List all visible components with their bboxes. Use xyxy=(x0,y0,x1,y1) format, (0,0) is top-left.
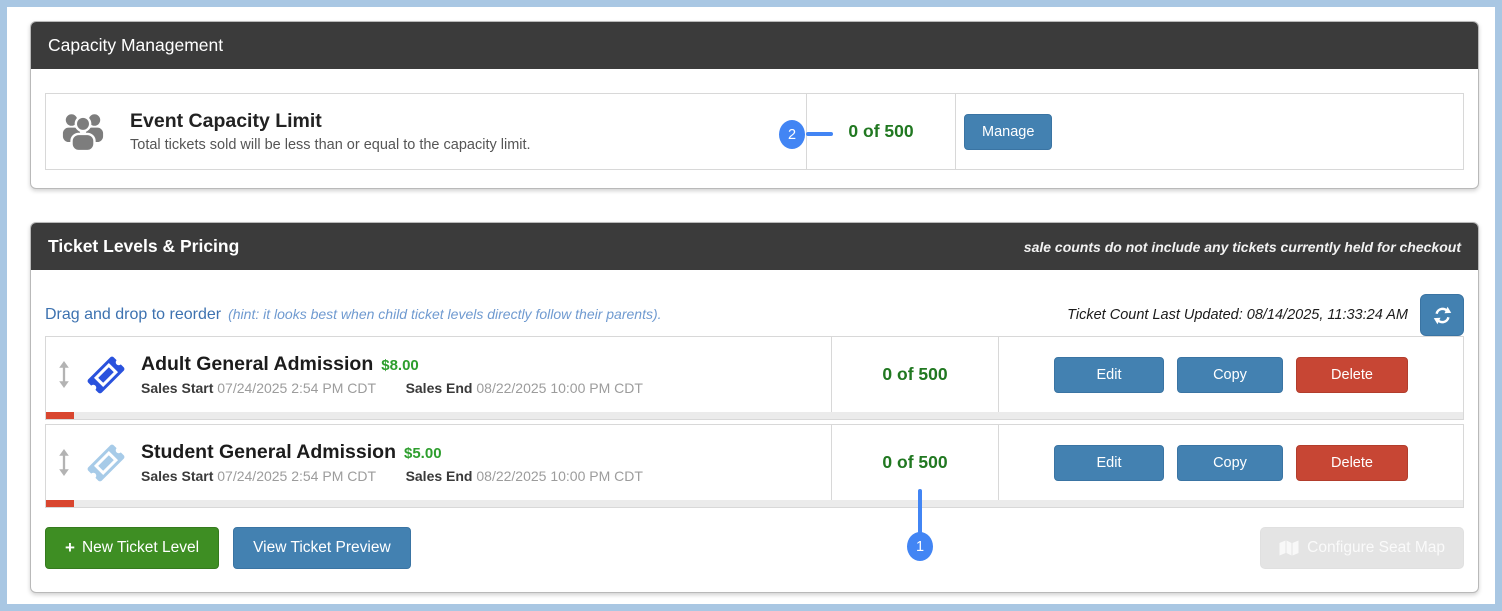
ticket-row-content: Adult General Admission $8.00 Sales Star… xyxy=(46,337,1463,412)
plus-icon: + xyxy=(65,538,75,557)
ticket-row-adult: Adult General Admission $8.00 Sales Star… xyxy=(45,336,1464,420)
annotation-marker-1: 1 xyxy=(907,532,933,561)
reorder-row: Drag and drop to reorder (hint: it looks… xyxy=(45,270,1464,336)
reorder-instructions: Drag and drop to reorder (hint: it looks… xyxy=(45,306,662,324)
ticket-row-content: Student General Admission $5.00 Sales St… xyxy=(46,425,1463,500)
event-capacity-info: Event Capacity Limit Total tickets sold … xyxy=(46,94,806,169)
sales-start-label: Sales Start xyxy=(141,380,214,396)
ticket-price: $5.00 xyxy=(404,445,442,462)
drag-handle-icon[interactable] xyxy=(58,449,70,476)
delete-button[interactable]: Delete xyxy=(1296,444,1408,481)
annotation-line-1 xyxy=(918,489,922,534)
copy-button[interactable]: Copy xyxy=(1177,356,1283,393)
sales-start-value: 07/24/2025 2:54 PM CDT xyxy=(217,468,376,484)
ticket-info-cell: Student General Admission $5.00 Sales St… xyxy=(46,425,831,500)
ticket-name: Adult General Admission xyxy=(141,353,374,375)
ticket-sales-dates: Sales Start 07/24/2025 2:54 PM CDT Sales… xyxy=(141,380,643,396)
tickets-footer-row: + New Ticket Level View Ticket Preview C… xyxy=(45,527,1464,569)
ticket-count-cell: 0 of 500 xyxy=(831,337,998,412)
ticket-actions-cell: Edit Copy Delete xyxy=(998,337,1463,412)
ticket-count: 0 of 500 xyxy=(882,364,948,384)
ticket-levels-title: Ticket Levels & Pricing xyxy=(48,236,240,256)
sales-start-label: Sales Start xyxy=(141,468,214,484)
view-ticket-preview-button[interactable]: View Ticket Preview xyxy=(233,527,411,569)
sale-counts-note: sale counts do not include any tickets c… xyxy=(1023,238,1461,255)
copy-button[interactable]: Copy xyxy=(1177,444,1283,481)
ticket-sales-progress-bar xyxy=(46,500,1463,507)
event-capacity-count-cell: 0 of 500 xyxy=(806,94,955,169)
event-capacity-text: Event Capacity Limit Total tickets sold … xyxy=(130,110,531,152)
event-capacity-actions: Manage xyxy=(955,94,1463,169)
ticket-icon xyxy=(87,356,125,393)
event-capacity-title: Event Capacity Limit xyxy=(130,110,322,133)
capacity-panel-title: Capacity Management xyxy=(48,35,224,55)
progress-fill xyxy=(46,412,74,419)
event-capacity-count: 0 of 500 xyxy=(848,121,914,141)
ticket-text: Adult General Admission $8.00 Sales Star… xyxy=(141,353,643,396)
ticket-levels-body: Drag and drop to reorder (hint: it looks… xyxy=(31,270,1478,569)
last-updated-text: Ticket Count Last Updated: 08/14/2025, 1… xyxy=(1067,307,1408,323)
annotation-line-2 xyxy=(806,132,833,136)
capacity-panel-body: Event Capacity Limit Total tickets sold … xyxy=(31,93,1478,170)
refresh-ticket-count-button[interactable] xyxy=(1420,294,1464,336)
ticket-actions-cell: Edit Copy Delete xyxy=(998,425,1463,500)
edit-button[interactable]: Edit xyxy=(1054,356,1164,393)
ticket-row-student: Student General Admission $5.00 Sales St… xyxy=(45,424,1464,508)
sales-start-value: 07/24/2025 2:54 PM CDT xyxy=(217,380,376,396)
annotation-marker-2: 2 xyxy=(779,120,805,149)
delete-button[interactable]: Delete xyxy=(1296,356,1408,393)
ticket-count: 0 of 500 xyxy=(882,452,948,472)
ticket-levels-header: Ticket Levels & Pricing sale counts do n… xyxy=(31,223,1478,270)
ticket-levels-panel: Ticket Levels & Pricing sale counts do n… xyxy=(30,222,1479,593)
sales-end-label: Sales End xyxy=(405,380,473,396)
progress-fill xyxy=(46,500,74,507)
configure-seat-map-button: Configure Seat Map xyxy=(1260,527,1464,569)
event-capacity-row: Event Capacity Limit Total tickets sold … xyxy=(45,93,1464,170)
ticket-info-cell: Adult General Admission $8.00 Sales Star… xyxy=(46,337,831,412)
sales-end-value: 08/22/2025 10:00 PM CDT xyxy=(476,468,643,484)
ticket-icon xyxy=(87,444,125,481)
ticket-count-updated: Ticket Count Last Updated: 08/14/2025, 1… xyxy=(1067,294,1464,336)
event-capacity-description: Total tickets sold will be less than or … xyxy=(130,136,531,153)
ticket-sales-progress-bar xyxy=(46,412,1463,419)
capacity-panel-header: Capacity Management xyxy=(31,22,1478,69)
capacity-management-panel: Capacity Management Event Capacity Limit xyxy=(30,21,1479,189)
ticket-name: Student General Admission xyxy=(141,441,396,463)
reorder-text: Drag and drop to reorder xyxy=(45,306,222,323)
new-ticket-level-button[interactable]: + New Ticket Level xyxy=(45,527,220,569)
drag-handle-icon[interactable] xyxy=(58,361,70,388)
refresh-icon xyxy=(1433,306,1451,324)
edit-button[interactable]: Edit xyxy=(1054,444,1164,481)
ticket-sales-dates: Sales Start 07/24/2025 2:54 PM CDT Sales… xyxy=(141,468,643,484)
ticket-count-cell: 0 of 500 xyxy=(831,425,998,500)
users-icon xyxy=(62,114,104,152)
manage-button[interactable]: Manage xyxy=(964,113,1053,150)
reorder-hint: (hint: it looks best when child ticket l… xyxy=(228,306,662,322)
ticket-text: Student General Admission $5.00 Sales St… xyxy=(141,441,643,484)
map-icon xyxy=(1279,540,1299,556)
sales-end-label: Sales End xyxy=(405,468,473,484)
ticket-price: $8.00 xyxy=(381,357,419,374)
sales-end-value: 08/22/2025 10:00 PM CDT xyxy=(476,380,643,396)
